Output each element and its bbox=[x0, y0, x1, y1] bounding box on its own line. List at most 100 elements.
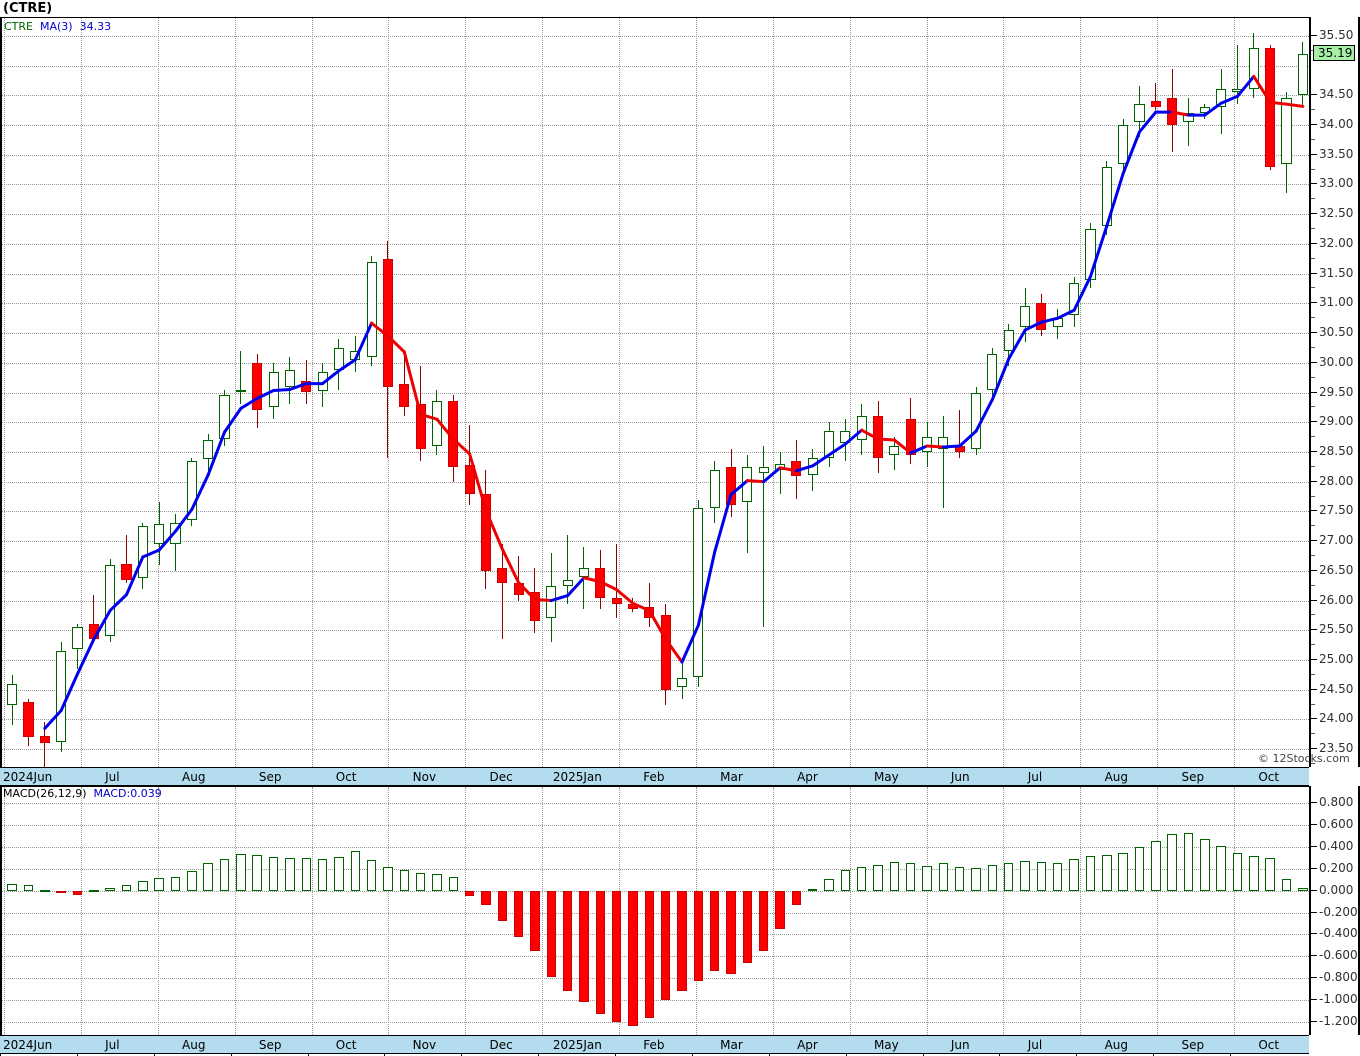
macd-histogram-bar[interactable] bbox=[726, 890, 736, 974]
candle-body[interactable] bbox=[203, 440, 214, 460]
candle-body[interactable] bbox=[971, 392, 982, 449]
macd-histogram-bar[interactable] bbox=[856, 866, 867, 891]
candle-body[interactable] bbox=[578, 567, 590, 577]
macd-histogram-bar[interactable] bbox=[448, 876, 458, 891]
macd-histogram-bar[interactable] bbox=[971, 867, 981, 891]
macd-histogram-bar[interactable] bbox=[758, 890, 769, 951]
macd-histogram-bar[interactable] bbox=[889, 862, 900, 891]
macd-histogram-bar[interactable] bbox=[56, 890, 66, 893]
macd-histogram-bar[interactable] bbox=[595, 890, 606, 1015]
macd-histogram-bar[interactable] bbox=[268, 856, 279, 891]
candle-body[interactable] bbox=[905, 419, 916, 455]
candle-body[interactable] bbox=[1281, 98, 1292, 164]
macd-histogram-bar[interactable] bbox=[399, 870, 409, 891]
macd-histogram-bar[interactable] bbox=[301, 858, 311, 891]
macd-histogram-bar[interactable] bbox=[236, 853, 246, 891]
candle-body[interactable] bbox=[7, 683, 18, 705]
macd-histogram-bar[interactable] bbox=[660, 890, 671, 1001]
candle-body[interactable] bbox=[1248, 47, 1259, 90]
candle-body[interactable] bbox=[39, 736, 50, 744]
candle-body[interactable] bbox=[562, 579, 573, 586]
macd-histogram-bar[interactable] bbox=[1020, 861, 1030, 891]
candle-body[interactable] bbox=[1297, 54, 1308, 96]
candle-body[interactable] bbox=[823, 431, 835, 458]
macd-histogram-bar[interactable] bbox=[791, 890, 802, 905]
candle-body[interactable] bbox=[660, 615, 671, 690]
macd-histogram-bar[interactable] bbox=[987, 864, 998, 891]
candle-body[interactable] bbox=[987, 353, 998, 390]
macd-histogram-bar[interactable] bbox=[709, 890, 720, 971]
candle-body[interactable] bbox=[399, 383, 410, 408]
candle-body[interactable] bbox=[1183, 113, 1194, 123]
candle-body[interactable] bbox=[725, 466, 737, 506]
candle-body[interactable] bbox=[497, 567, 508, 583]
macd-histogram-bar[interactable] bbox=[693, 890, 704, 982]
candle-body[interactable] bbox=[415, 404, 426, 449]
macd-histogram-bar[interactable] bbox=[1036, 862, 1047, 891]
macd-histogram-bar[interactable] bbox=[513, 890, 524, 937]
macd-histogram-bar[interactable] bbox=[1200, 839, 1210, 891]
macd-histogram-bar[interactable] bbox=[611, 890, 622, 1022]
macd-histogram-bar[interactable] bbox=[1069, 859, 1079, 891]
macd-histogram-bar[interactable] bbox=[170, 876, 181, 891]
macd-histogram-bar[interactable] bbox=[1102, 854, 1112, 891]
candle-body[interactable] bbox=[1134, 104, 1145, 123]
macd-histogram-bar[interactable] bbox=[644, 890, 655, 1018]
macd-histogram-bar[interactable] bbox=[252, 854, 262, 891]
candle-body[interactable] bbox=[1232, 89, 1243, 93]
macd-histogram-bar[interactable] bbox=[432, 874, 442, 891]
macd-histogram-bar[interactable] bbox=[464, 890, 475, 897]
candle-body[interactable] bbox=[137, 526, 148, 578]
macd-histogram-bar[interactable] bbox=[873, 864, 883, 891]
macd-histogram-bar[interactable] bbox=[579, 890, 589, 1003]
candle-body[interactable] bbox=[350, 350, 361, 360]
candle-body[interactable] bbox=[1003, 330, 1014, 351]
macd-histogram-bar[interactable] bbox=[1232, 852, 1243, 891]
macd-histogram-bar[interactable] bbox=[383, 866, 393, 891]
macd-histogram-bar[interactable] bbox=[350, 851, 360, 891]
candle-body[interactable] bbox=[807, 457, 818, 475]
candle-body[interactable] bbox=[1069, 282, 1080, 316]
macd-histogram-bar[interactable] bbox=[840, 870, 851, 891]
macd-histogram-bar[interactable] bbox=[40, 889, 50, 892]
price-chart-panel[interactable] bbox=[0, 17, 1309, 767]
candle-body[interactable] bbox=[1036, 303, 1047, 331]
macd-histogram-bar[interactable] bbox=[1053, 863, 1063, 891]
candle-body[interactable] bbox=[1101, 166, 1112, 227]
macd-histogram-bar[interactable] bbox=[628, 890, 638, 1027]
candle-body[interactable] bbox=[856, 416, 867, 441]
macd-histogram-bar[interactable] bbox=[1281, 878, 1292, 891]
macd-histogram-bar[interactable] bbox=[742, 890, 753, 963]
macd-histogram-bar[interactable] bbox=[154, 877, 164, 891]
candle-body[interactable] bbox=[72, 627, 83, 650]
macd-histogram-bar[interactable] bbox=[1118, 852, 1128, 891]
macd-histogram-bar[interactable] bbox=[1216, 845, 1226, 891]
candle-body[interactable] bbox=[693, 508, 704, 677]
macd-histogram-bar[interactable] bbox=[481, 890, 491, 905]
macd-histogram-bar[interactable] bbox=[955, 866, 965, 891]
candle-body[interactable] bbox=[889, 446, 900, 455]
macd-chart-panel[interactable] bbox=[0, 786, 1324, 1035]
macd-histogram-bar[interactable] bbox=[72, 890, 83, 896]
candle-body[interactable] bbox=[954, 446, 965, 452]
candle-body[interactable] bbox=[774, 463, 786, 470]
candle-body[interactable] bbox=[627, 603, 639, 610]
macd-histogram-bar[interactable] bbox=[807, 888, 818, 891]
candle-body[interactable] bbox=[1167, 98, 1178, 125]
candle-body[interactable] bbox=[480, 493, 492, 571]
candle-body[interactable] bbox=[121, 563, 132, 580]
candle-body[interactable] bbox=[595, 567, 606, 598]
candle-body[interactable] bbox=[219, 395, 230, 439]
macd-histogram-bar[interactable] bbox=[1134, 847, 1145, 891]
macd-histogram-bar[interactable] bbox=[219, 859, 230, 891]
candle-body[interactable] bbox=[88, 624, 99, 640]
macd-histogram-bar[interactable] bbox=[905, 863, 916, 891]
candle-body[interactable] bbox=[301, 380, 312, 393]
candle-body[interactable] bbox=[1265, 47, 1276, 167]
candle-body[interactable] bbox=[529, 591, 541, 622]
macd-histogram-bar[interactable] bbox=[1249, 855, 1259, 891]
candle-body[interactable] bbox=[1118, 125, 1129, 164]
macd-histogram-bar[interactable] bbox=[23, 885, 34, 891]
candle-body[interactable] bbox=[709, 469, 720, 509]
macd-histogram-bar[interactable] bbox=[1167, 833, 1177, 891]
